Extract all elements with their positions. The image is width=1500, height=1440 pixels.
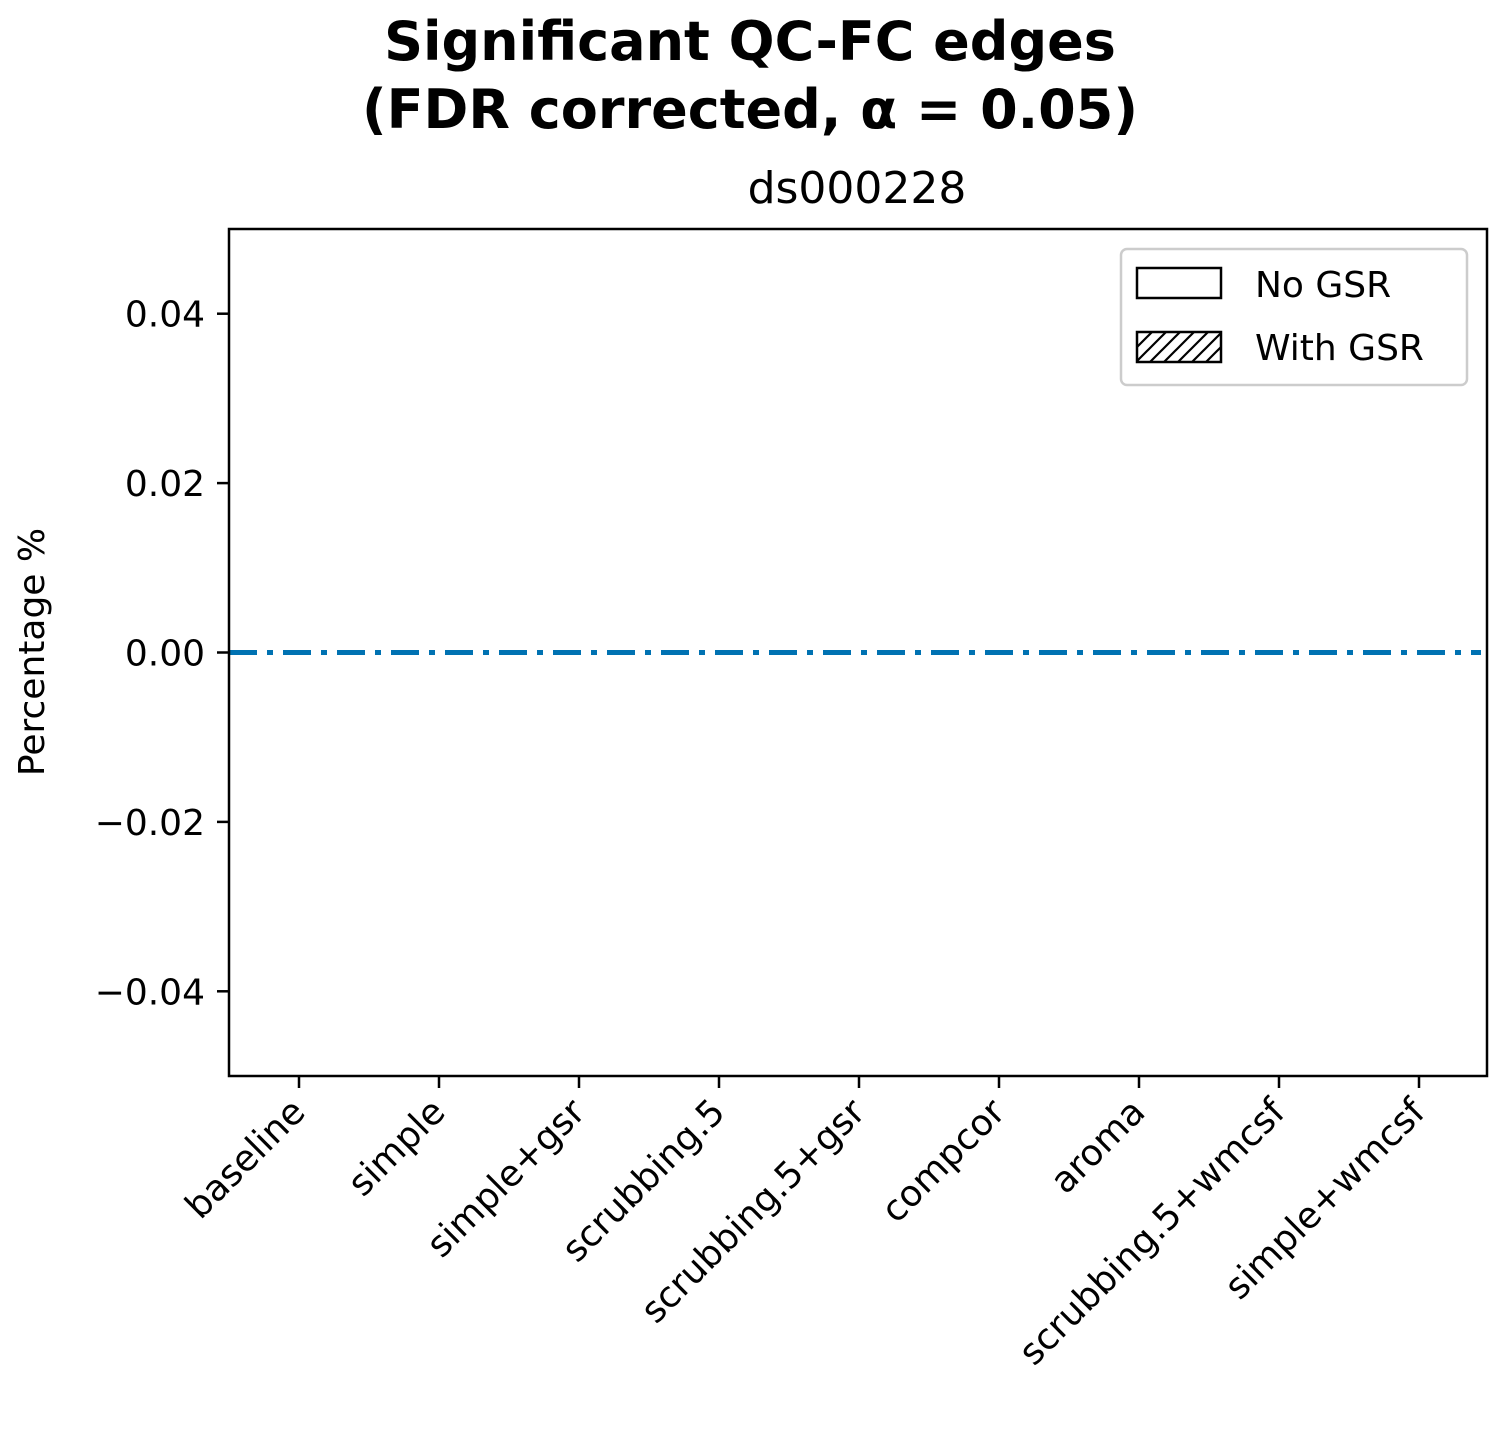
legend-label-with-gsr: With GSR: [1255, 328, 1424, 369]
plot-frame: [227, 227, 1489, 1078]
y-axis-ticks: −0.04 −0.02 0.00 0.02 0.04: [95, 295, 229, 1013]
chart-subtitle: ds000228: [748, 163, 967, 214]
x-tick-label: simple: [340, 1091, 453, 1204]
legend: No GSR With GSR: [1119, 247, 1469, 387]
x-tick-label: compcor: [874, 1091, 1014, 1231]
x-tick-label: aroma: [1043, 1091, 1153, 1201]
chart-title-line-2: (FDR corrected, α = 0.05): [362, 78, 1138, 141]
y-axis-label: Percentage %: [12, 528, 53, 776]
legend-swatch-no-gsr: [1135, 266, 1223, 300]
y-tick-label: −0.02: [95, 803, 205, 844]
y-tick-label: −0.04: [95, 972, 205, 1013]
chart-title-line-1: Significant QC-FC edges: [384, 10, 1116, 73]
y-tick-label: 0.02: [125, 464, 205, 505]
legend-swatch-with-gsr: [1135, 330, 1223, 364]
x-axis-ticks: baseline simplesimple+gsrscrubbing.5scrub…: [178, 1076, 1434, 1373]
legend-label-no-gsr: No GSR: [1255, 265, 1391, 306]
y-tick-label: 0.00: [125, 634, 205, 675]
x-tick-label: baseline: [178, 1091, 314, 1227]
y-tick-label: 0.04: [125, 295, 205, 336]
x-tick-label: scrubbing.5+wmcsf: [1011, 1090, 1294, 1373]
